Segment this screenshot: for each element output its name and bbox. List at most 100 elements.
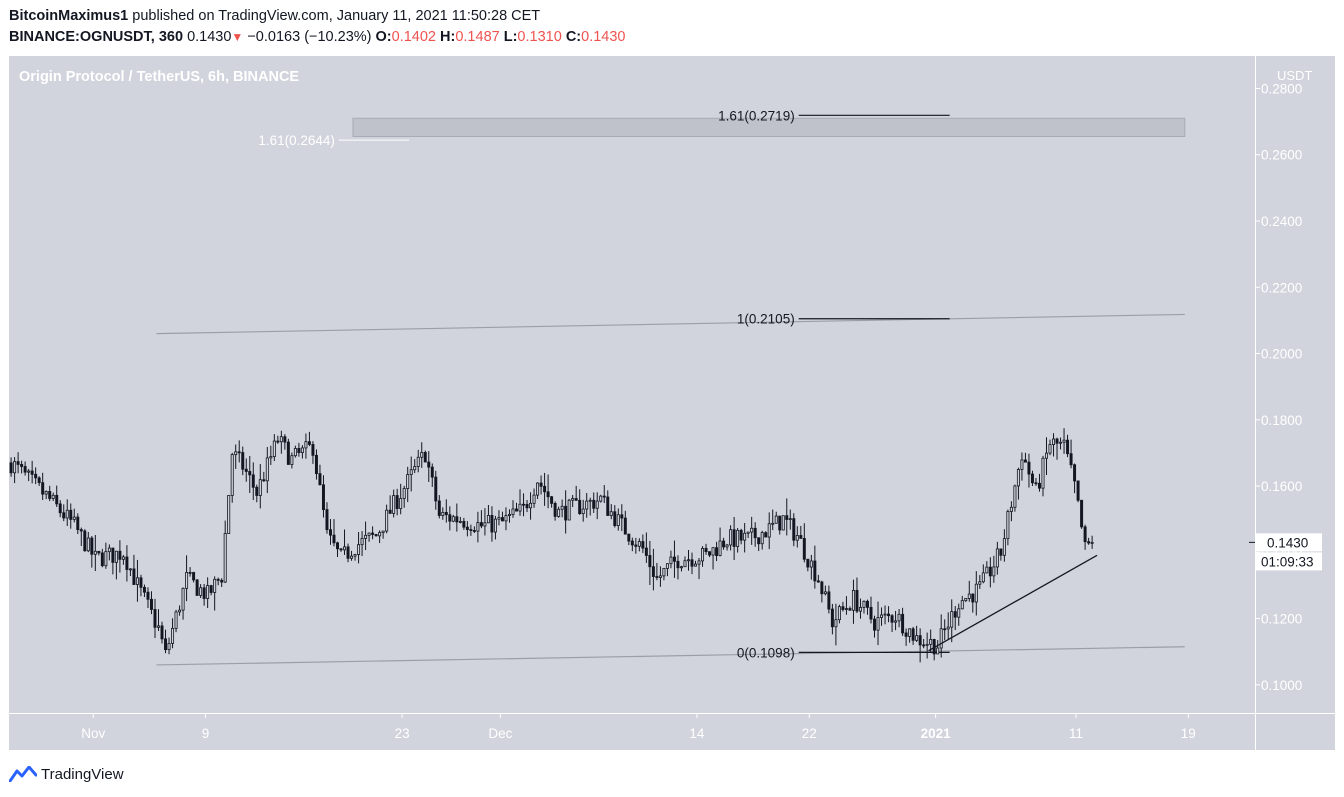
- candle-body: [399, 498, 403, 509]
- channel-lower-line[interactable]: [156, 646, 1185, 666]
- candle-body: [135, 577, 139, 585]
- candle-body: [388, 509, 392, 514]
- candle-body: [483, 522, 487, 527]
- candle-body: [841, 606, 845, 610]
- countdown-label: 01:09:33: [1261, 554, 1314, 569]
- candle-body: [911, 628, 915, 641]
- support-trendline[interactable]: [928, 554, 1098, 652]
- candle-body: [107, 547, 111, 553]
- candle-body: [332, 534, 336, 544]
- y-tick-label: 0.2200: [1261, 280, 1302, 295]
- candle-body: [715, 547, 719, 556]
- candle-body: [409, 469, 413, 475]
- candle-body: [866, 600, 869, 608]
- candle-body: [795, 535, 799, 541]
- candle-body: [613, 511, 617, 526]
- candle-body: [381, 530, 385, 533]
- candle-body: [922, 644, 926, 647]
- candle-body: [1083, 526, 1087, 543]
- candle-body: [1087, 541, 1091, 544]
- candle-body: [532, 494, 536, 504]
- candle-body: [79, 529, 83, 532]
- candle-body: [662, 567, 666, 577]
- candle-body: [630, 540, 634, 546]
- candle-body: [609, 511, 613, 516]
- price-chart[interactable]: Origin Protocol / TetherUS, 6h, BINANCE U…: [9, 56, 1335, 750]
- candle-body: [283, 436, 287, 443]
- candle-body: [522, 503, 526, 506]
- candle-body: [515, 508, 518, 512]
- candle-body: [353, 554, 357, 557]
- y-tick-label: 0.2600: [1261, 148, 1302, 163]
- candle-body: [318, 473, 322, 486]
- y-tick-label: 0.2000: [1261, 347, 1302, 362]
- candle-body: [606, 496, 610, 516]
- candle-body: [297, 448, 301, 454]
- publish-line: BitcoinMaximus1 published on TradingView…: [9, 6, 1329, 26]
- candle-body: [950, 611, 954, 628]
- candle-body: [37, 477, 41, 484]
- candle-body: [199, 587, 203, 596]
- candle-body: [651, 566, 655, 577]
- candle-body: [1034, 482, 1038, 485]
- candle-body: [876, 617, 880, 631]
- candle-body: [423, 452, 427, 463]
- candle-body: [750, 527, 754, 533]
- candle-body: [86, 537, 90, 552]
- last-price-label: 0.1430: [1267, 535, 1308, 550]
- candle-body: [1006, 511, 1010, 540]
- x-tick-label: 2021: [921, 726, 952, 741]
- candle-body: [234, 451, 238, 456]
- candle-body: [616, 514, 620, 526]
- candle-body: [518, 503, 522, 512]
- candle-body: [999, 548, 1003, 556]
- candle-body: [121, 556, 125, 560]
- candle-body: [571, 498, 575, 501]
- candle-body: [697, 560, 701, 565]
- candle-body: [149, 598, 153, 610]
- candle-body: [1059, 441, 1063, 444]
- candle-body: [125, 556, 129, 570]
- candle-body: [20, 464, 24, 467]
- candle-body: [413, 466, 417, 471]
- candle-body: [788, 518, 792, 521]
- candle-body: [451, 516, 455, 522]
- candle-body: [209, 585, 213, 593]
- candle-body: [416, 456, 420, 467]
- candle-body: [1080, 499, 1084, 528]
- candle-body: [174, 611, 178, 629]
- candle-body: [290, 455, 294, 465]
- low-label: L:: [503, 29, 518, 45]
- price-change: −0.0163 (−10.23%): [247, 29, 372, 45]
- candle-body: [834, 619, 838, 628]
- tradingview-logo-icon[interactable]: [9, 766, 37, 782]
- candle-body: [655, 576, 659, 578]
- candle-body: [178, 609, 182, 613]
- candle-body: [241, 452, 245, 470]
- x-tick-label: 23: [395, 726, 410, 741]
- candle-body: [139, 577, 143, 588]
- footer-brand[interactable]: TradingView: [41, 765, 124, 783]
- candle-body: [904, 632, 908, 637]
- fib-level-label: 0(0.1098): [737, 645, 795, 660]
- candle-body: [1013, 485, 1017, 508]
- author-name[interactable]: BitcoinMaximus1: [9, 8, 129, 24]
- candle-body: [441, 511, 445, 516]
- candle-body: [967, 593, 971, 599]
- candle-body: [827, 591, 831, 610]
- last-price-badge: [1256, 533, 1322, 552]
- channel-upper-line[interactable]: [156, 313, 1185, 335]
- candle-body: [76, 516, 80, 531]
- candle-body: [300, 447, 304, 454]
- candle-body: [960, 600, 964, 610]
- candle-body: [529, 502, 533, 509]
- candle-body: [820, 581, 824, 595]
- ohlc-line: BINANCE:OGNUSDT, 360 0.1430▼ −0.0163 (−1…: [9, 26, 1329, 48]
- close-label: C:: [565, 29, 582, 45]
- close-value: 0.1430: [581, 29, 626, 45]
- candle-body: [1023, 459, 1027, 463]
- candle-body: [83, 530, 87, 552]
- candle-body: [216, 578, 220, 581]
- candle-body: [142, 586, 146, 593]
- candle-body: [1016, 469, 1020, 487]
